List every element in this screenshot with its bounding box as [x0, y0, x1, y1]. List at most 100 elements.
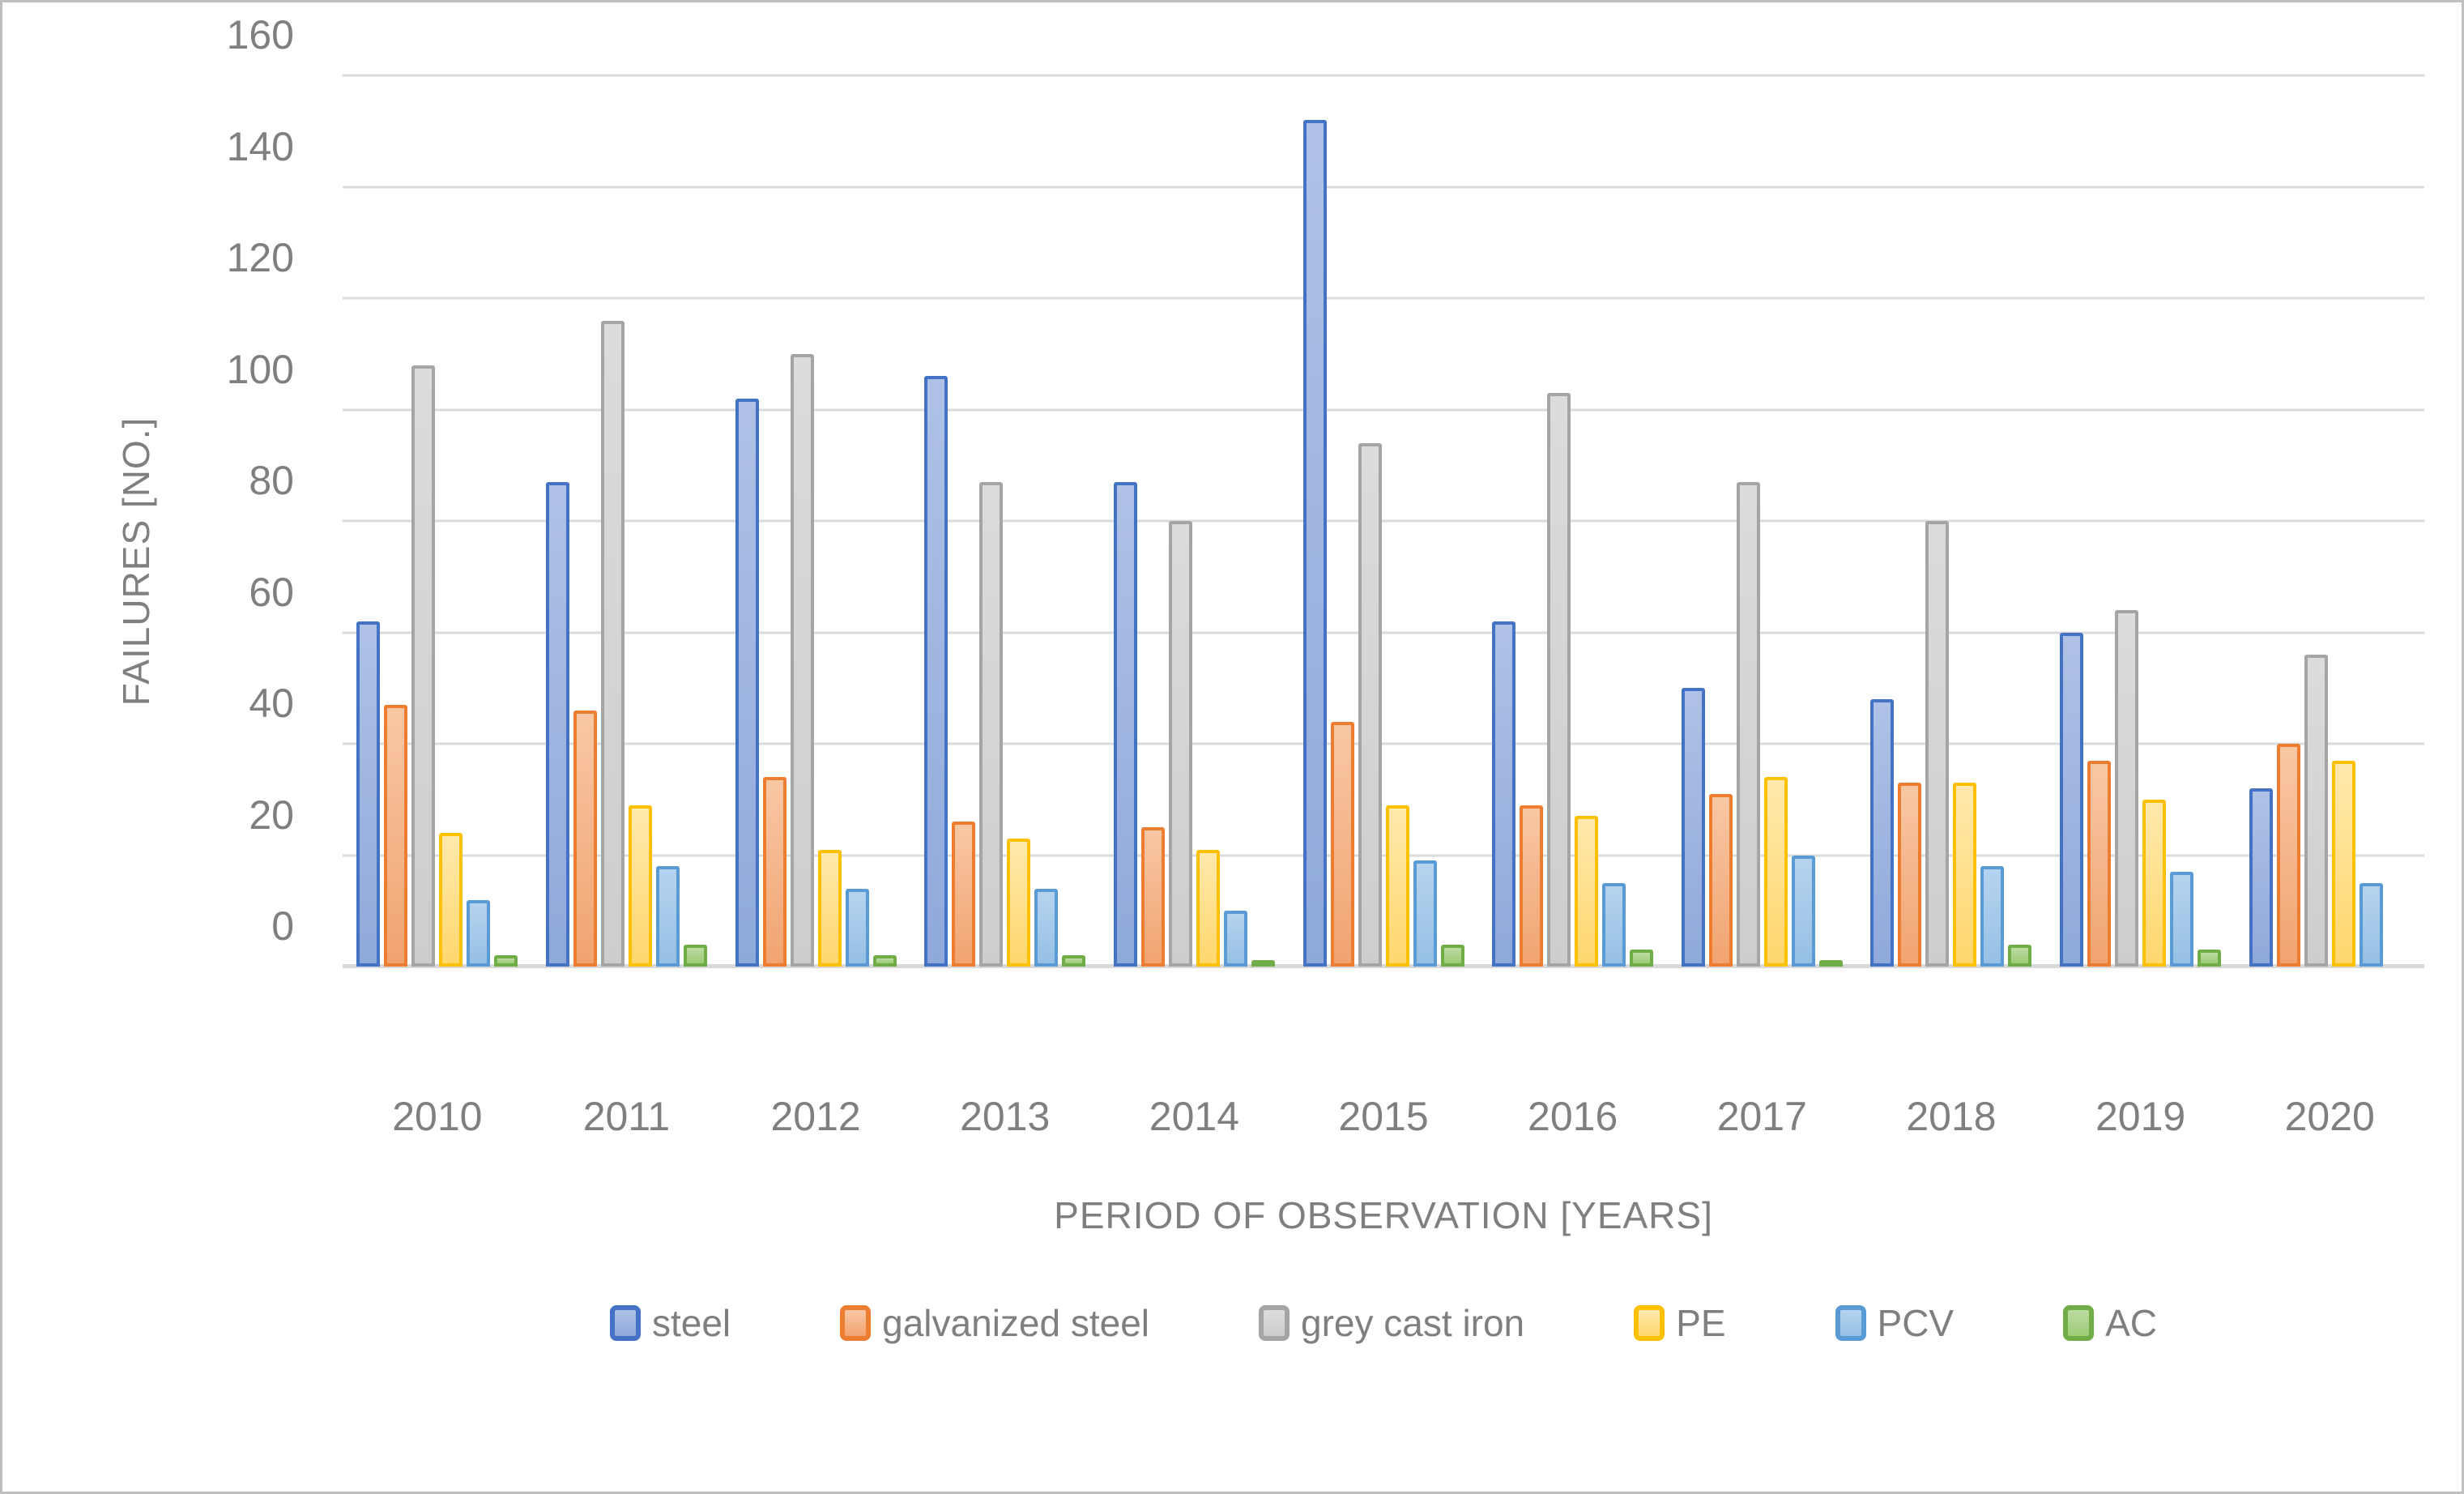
bar-slot — [681, 75, 709, 967]
bar-slot — [2168, 75, 2196, 967]
bar-PE-2010 — [439, 833, 463, 967]
legend-label: AC — [2105, 1302, 2158, 1344]
gridline — [343, 631, 2424, 634]
bar-group-2020 — [2235, 75, 2424, 967]
bar-steel-2012 — [735, 398, 759, 967]
bar-AC-2019 — [2198, 950, 2222, 967]
bar-slot — [761, 75, 788, 967]
bar-slot — [1356, 75, 1383, 967]
y-tick-label: 20 — [249, 792, 294, 838]
bar-slot — [923, 75, 950, 967]
bar-slot — [626, 75, 654, 967]
bar-slot — [544, 75, 571, 967]
bar-PE-2017 — [1763, 777, 1788, 967]
bar-slot — [1033, 75, 1060, 967]
bar-slot — [1679, 75, 1707, 967]
legend-swatch-icon — [2063, 1305, 2095, 1341]
bar-PE-2014 — [1196, 849, 1220, 967]
bar-grey-cast-iron-2011 — [600, 320, 625, 967]
bar-steel-2015 — [1302, 120, 1327, 967]
bar-galvanized-steel-2011 — [573, 710, 597, 967]
gridline — [343, 408, 2424, 411]
bar-grey-cast-iron-2018 — [1925, 521, 1950, 967]
bar-steel-2017 — [1681, 688, 1705, 967]
legend-label: galvanized steel — [882, 1302, 1150, 1344]
bar-slot — [654, 75, 681, 967]
gridline — [343, 74, 2424, 77]
bar-PCV-2014 — [1223, 911, 1247, 967]
gridline — [343, 297, 2424, 300]
gridline — [343, 186, 2424, 188]
bar-AC-2014 — [1251, 960, 1275, 967]
legend-label: grey cast iron — [1301, 1302, 1525, 1344]
bar-AC-2012 — [872, 955, 897, 967]
bar-AC-2018 — [2008, 944, 2032, 967]
bar-slot — [492, 75, 520, 967]
bar-grey-cast-iron-2013 — [979, 481, 1004, 967]
bar-grey-cast-iron-2010 — [411, 365, 436, 967]
legend-swatch-icon — [1835, 1305, 1866, 1341]
bar-group-2011 — [532, 75, 722, 967]
bar-slot — [1301, 75, 1328, 967]
bar-slot — [1383, 75, 1411, 967]
x-tick-label-2016: 2016 — [1528, 1094, 1618, 1139]
bar-slot — [816, 75, 843, 967]
bar-groups — [343, 75, 2424, 967]
x-tick-label-2020: 2020 — [2284, 1094, 2375, 1139]
bar-slot — [1601, 75, 1628, 967]
bar-slot — [2196, 75, 2223, 967]
x-axis-line — [343, 964, 2424, 968]
bar-group-2014 — [1100, 75, 1290, 967]
bar-slot — [571, 75, 599, 967]
bar-slot — [465, 75, 492, 967]
bar-slot — [2141, 75, 2168, 967]
bar-galvanized-steel-2012 — [762, 777, 787, 967]
bar-slot — [382, 75, 410, 967]
x-tick-label-2013: 2013 — [960, 1094, 1051, 1139]
bar-slot — [950, 75, 978, 967]
x-tick-label-2014: 2014 — [1149, 1094, 1239, 1139]
bar-AC-2013 — [1062, 955, 1086, 967]
bar-steel-2016 — [1492, 621, 1516, 967]
bar-slot — [1707, 75, 1734, 967]
bar-PE-2011 — [628, 805, 652, 967]
legend-item-PE: PE — [1634, 1302, 1726, 1344]
bar-group-2017 — [1667, 75, 1857, 967]
x-axis-tick-labels: 2010 2011 2012 2013 2014 2015 2016 2017 2018 2019… — [343, 1088, 2424, 1145]
legend: steel galvanized steel grey cast iron PE PCV… — [343, 1287, 2424, 1360]
bar-slot — [1411, 75, 1439, 967]
bar-slot — [1951, 75, 1979, 967]
bar-slot — [1924, 75, 1951, 967]
bar-galvanized-steel-2014 — [1140, 827, 1165, 967]
bar-slot — [1005, 75, 1033, 967]
legend-label: PE — [1676, 1302, 1726, 1344]
bar-steel-2020 — [2249, 788, 2273, 967]
x-tick-label-2015: 2015 — [1338, 1094, 1429, 1139]
x-tick-label-2018: 2018 — [1906, 1094, 1997, 1139]
x-axis-title: PERIOD OF OBSERVATION [YEARS] — [1054, 1194, 1713, 1236]
bar-galvanized-steel-2018 — [1898, 783, 1922, 967]
bar-slot — [1166, 75, 1194, 967]
legend-item-steel: steel — [609, 1302, 731, 1344]
bar-PE-2016 — [1575, 816, 1599, 967]
bar-group-2016 — [1478, 75, 1668, 967]
bar-slot — [1439, 75, 1466, 967]
bar-slot — [1789, 75, 1817, 967]
bar-galvanized-steel-2017 — [1708, 793, 1733, 967]
bar-AC-2010 — [494, 955, 518, 967]
bar-slot — [1573, 75, 1601, 967]
bar-galvanized-steel-2016 — [1520, 805, 1544, 967]
bar-group-2015 — [1289, 75, 1478, 967]
legend-item-PCV: PCV — [1835, 1302, 1955, 1344]
legend-item-grey-cast-iron: grey cast iron — [1259, 1304, 1524, 1342]
x-tick-label-2017: 2017 — [1716, 1094, 1807, 1139]
bar-PCV-2017 — [1791, 855, 1815, 967]
bar-grey-cast-iron-2019 — [2115, 610, 2139, 967]
x-tick-label-2012: 2012 — [770, 1094, 861, 1139]
gridline — [343, 742, 2424, 745]
bar-group-2019 — [2046, 75, 2236, 967]
legend-label: steel — [651, 1302, 731, 1344]
bar-slot — [1490, 75, 1518, 967]
bar-PCV-2018 — [1980, 866, 2005, 967]
legend-label: PCV — [1877, 1302, 1955, 1344]
